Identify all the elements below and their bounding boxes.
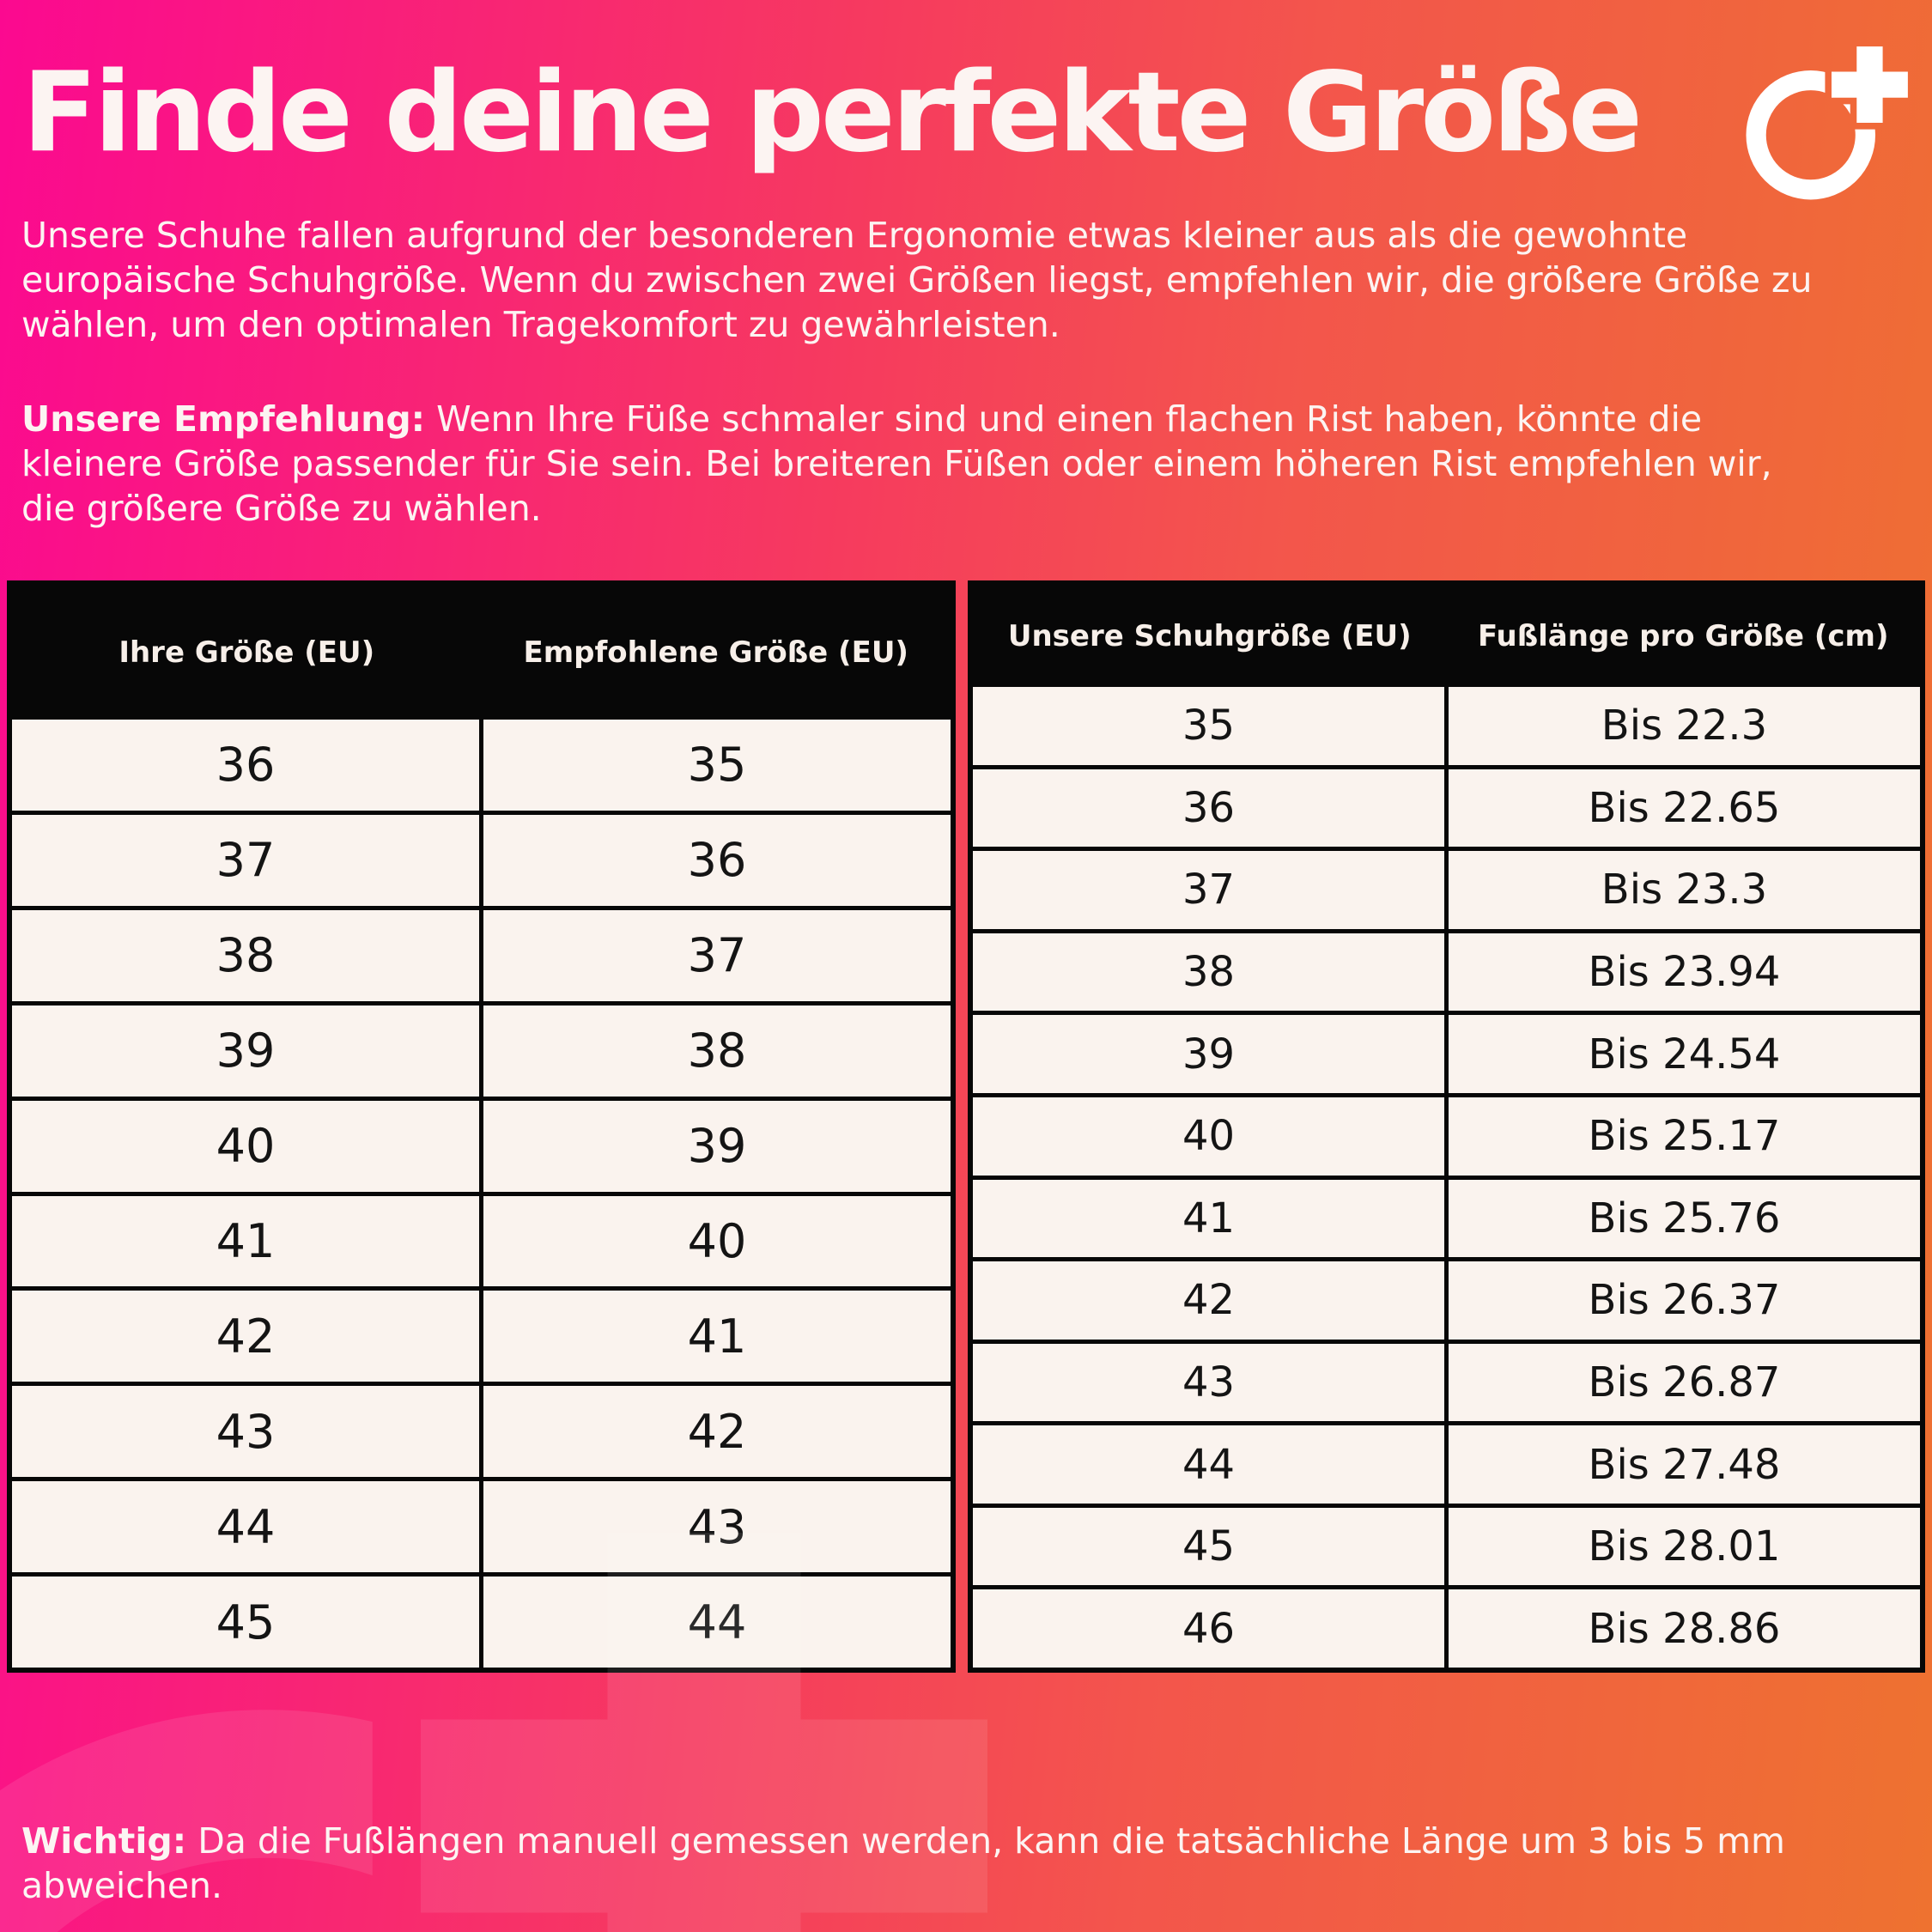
table-cell: 35 (973, 687, 1444, 765)
page-title: Finde deine perfekte Größe (22, 49, 1643, 177)
table-cell: 39 (12, 1005, 479, 1097)
footnote-text: Da die Fußlängen manuell gemessen werden… (21, 1820, 1785, 1907)
table-cell: Bis 23.94 (1449, 933, 1920, 1012)
table-cell: 36 (12, 720, 479, 811)
table-cell: 42 (483, 1386, 951, 1478)
table-header-row: Unsere Schuhgröße (EU) Fußlänge pro Größ… (973, 586, 1920, 687)
intro-paragraph: Unsere Schuhe fallen aufgrund der besond… (21, 213, 1833, 347)
table-cell: Bis 25.17 (1449, 1097, 1920, 1176)
table-cell: 46 (973, 1589, 1444, 1668)
table-cell: Bis 24.54 (1449, 1015, 1920, 1093)
table-cell: 44 (12, 1481, 479, 1573)
table-cell: Bis 28.01 (1449, 1507, 1920, 1586)
table-cell: Bis 26.37 (1449, 1261, 1920, 1340)
table-cell: 37 (973, 851, 1444, 929)
column-header-your-size: Ihre Größe (EU) (118, 635, 375, 670)
table-cell: 41 (12, 1195, 479, 1287)
column-header-recommended-size: Empfohlene Größe (EU) (523, 635, 908, 670)
table-cell: 41 (483, 1291, 951, 1382)
table-header-row: Ihre Größe (EU) Empfohlene Größe (EU) (12, 586, 951, 720)
table-cell: 41 (973, 1179, 1444, 1258)
table-cell: Bis 23.3 (1449, 851, 1920, 929)
column-header-foot-length: Fußlänge pro Größe (cm) (1477, 619, 1889, 653)
table-cell: 36 (483, 814, 951, 906)
recommendation-label: Unsere Empfehlung: (21, 398, 426, 440)
table-cell: 43 (973, 1343, 1444, 1422)
recommendation-text: Wenn Ihre Füße schmaler sind und einen f… (21, 398, 1772, 530)
table-cell: 45 (973, 1507, 1444, 1586)
table-cell: 39 (483, 1100, 951, 1192)
table-cell: 40 (483, 1195, 951, 1287)
table-cell: Bis 28.86 (1449, 1589, 1920, 1668)
table-cell: 40 (973, 1097, 1444, 1176)
table-cell: 43 (12, 1386, 479, 1478)
intro-text: Unsere Schuhe fallen aufgrund der besond… (21, 215, 1813, 346)
foot-length-table: Unsere Schuhgröße (EU) Fußlänge pro Größ… (968, 580, 1925, 1673)
table-cell: 45 (12, 1577, 479, 1668)
table-cell: 35 (483, 720, 951, 811)
table-cell: 36 (973, 769, 1444, 848)
table-cell: 37 (483, 909, 951, 1001)
table-cell: Bis 22.3 (1449, 687, 1920, 765)
table-cell: 38 (12, 909, 479, 1001)
table-cell: Bis 27.48 (1449, 1425, 1920, 1504)
table-cell: 44 (973, 1425, 1444, 1504)
size-conversion-table: Ihre Größe (EU) Empfohlene Größe (EU) 36… (7, 580, 956, 1673)
table-body: 35 Bis 22.3 36 Bis 22.65 37 Bis 23.3 38 Bis 23.… (973, 687, 1920, 1668)
column-header-shoe-size: Unsere Schuhgröße (EU) (1007, 619, 1412, 653)
table-cell: 38 (973, 933, 1444, 1012)
table-cell: Bis 26.87 (1449, 1343, 1920, 1422)
footnote-paragraph: Wichtig: Da die Fußlängen manuell gemess… (21, 1819, 1859, 1908)
table-cell: Bis 22.65 (1449, 769, 1920, 848)
table-cell: 43 (483, 1481, 951, 1573)
table-cell: 44 (483, 1577, 951, 1668)
o-plus-logo-icon (1746, 46, 1908, 200)
recommendation-paragraph: Unsere Empfehlung: Wenn Ihre Füße schmal… (21, 397, 1790, 531)
table-cell: 38 (483, 1005, 951, 1097)
table-cell: 40 (12, 1100, 479, 1192)
table-body: 36 35 37 36 38 37 39 38 40 39 41 40 42 41 43 42 44 43 45 44 (12, 720, 951, 1668)
table-cell: 37 (12, 814, 479, 906)
table-cell: 39 (973, 1015, 1444, 1093)
table-cell: 42 (973, 1261, 1444, 1340)
table-cell: Bis 25.76 (1449, 1179, 1920, 1258)
footnote-label: Wichtig: (21, 1820, 187, 1862)
table-cell: 42 (12, 1291, 479, 1382)
